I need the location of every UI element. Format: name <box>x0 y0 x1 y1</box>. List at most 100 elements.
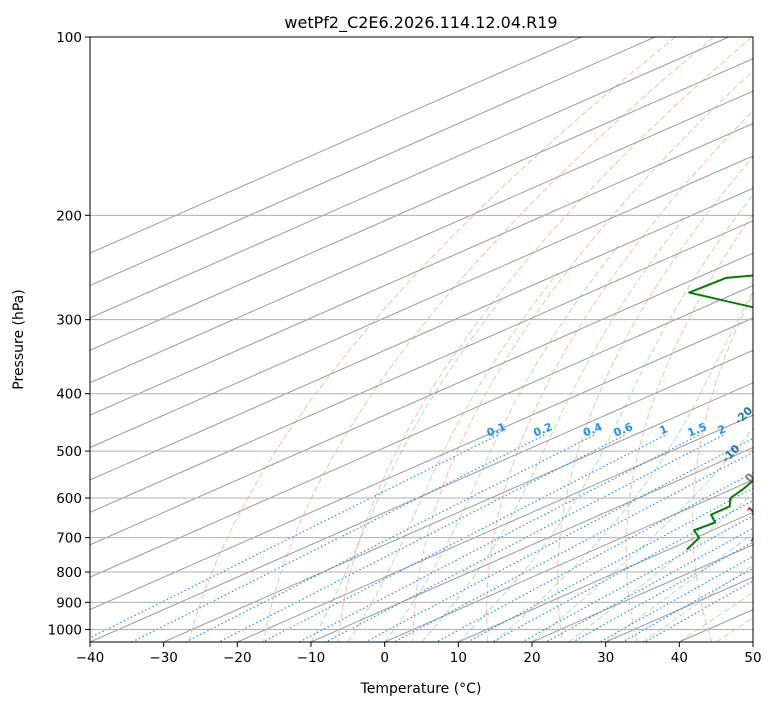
x-tick-label: −30 <box>149 650 178 666</box>
mixing-ratio-line <box>491 499 753 642</box>
x-tick-label: 0 <box>380 650 389 666</box>
moist-adiabat-line <box>715 617 753 642</box>
isotherm-label: -10 <box>719 442 742 465</box>
isotherm-line <box>310 447 753 642</box>
x-tick-label: −40 <box>76 650 105 666</box>
chart-title: wetPf2_C2E6.2026.114.12.04.R19 <box>284 13 557 33</box>
isotherm-line <box>90 37 582 254</box>
isotherm-line <box>90 317 753 611</box>
x-tick-label: −10 <box>297 650 326 666</box>
mixing-ratio-line <box>262 434 666 642</box>
skewed-isotherms <box>90 37 753 642</box>
isotherm-line <box>384 479 753 642</box>
mixing-ratio-label: 1 <box>658 422 670 437</box>
mixing-ratio-label: 0.2 <box>531 420 554 439</box>
mixing-ratio-line <box>393 451 753 642</box>
moist-adiabat-line <box>347 272 559 642</box>
mixing-ratio-line <box>325 434 724 642</box>
plot-area: -100-90-80-70-60-50-40-30-20-10010203040… <box>90 37 775 642</box>
isotherm-line <box>90 37 656 287</box>
y-tick-label: 300 <box>56 313 82 329</box>
profile-series <box>686 37 775 551</box>
mixing-ratio-line <box>521 515 753 642</box>
moist-adiabat-line <box>752 641 753 642</box>
x-tick-label: −20 <box>223 650 252 666</box>
isotherm-label: -20 <box>732 404 755 427</box>
isotherm-label: 0 <box>743 470 758 485</box>
isotherm-label: 10 <box>745 498 765 518</box>
x-tick-label: 30 <box>597 650 614 666</box>
moist-adiabat-line <box>679 591 753 642</box>
mixing-ratio-line <box>218 434 625 642</box>
dry-adiabat-line <box>263 37 715 642</box>
moist-adiabat-line <box>384 245 619 642</box>
isotherm-line <box>90 122 753 416</box>
moist-adiabat-line <box>457 193 753 642</box>
y-axis-label: Pressure (hPa) <box>11 289 27 389</box>
y-tick-label: 700 <box>56 531 82 547</box>
isotherm-line <box>531 544 753 642</box>
isotherm-line <box>90 252 753 546</box>
isotherm-line <box>237 414 753 642</box>
x-tick-label: 50 <box>744 650 761 666</box>
moist-adiabat-line <box>421 215 687 642</box>
isotherm-line <box>90 155 753 449</box>
isotherm-line <box>163 382 753 642</box>
mixing-ratio-label: 0.1 <box>485 420 508 439</box>
isotherm-label: -30 <box>757 361 775 384</box>
y-tick-label: 900 <box>56 595 82 611</box>
isotherm-line <box>90 349 753 642</box>
mixing-ratio-line <box>436 472 753 642</box>
moist-adiabats <box>310 193 753 642</box>
mixing-ratio-line <box>545 527 753 642</box>
moist-adiabat-line <box>568 492 753 642</box>
x-tick-label: 40 <box>671 650 688 666</box>
dry-adiabats <box>188 37 775 642</box>
x-axis-label: Temperature (°C) <box>360 681 482 697</box>
temperature-profile-line <box>758 37 775 550</box>
isotherm-label: 40 <box>757 590 775 610</box>
mixing-ratio-line <box>298 434 699 642</box>
isotherm-line <box>90 90 753 384</box>
y-tick-label: 200 <box>56 208 82 224</box>
y-tick-label: 1000 <box>48 622 82 638</box>
dry-adiabat-line <box>625 213 753 642</box>
isotherm-line <box>458 511 753 642</box>
mixing-ratio-line <box>90 434 498 639</box>
pressure-gridlines <box>90 37 753 630</box>
dry-adiabat-line <box>337 37 753 642</box>
isotherm-line <box>90 284 753 578</box>
x-tick-label: 20 <box>523 650 540 666</box>
plot-frame <box>89 36 754 643</box>
y-tick-label: 100 <box>56 30 82 46</box>
moist-adiabat-line <box>310 296 504 642</box>
x-axis-ticks: −40 −30 −20 −10 0 10 20 30 40 50 <box>76 642 762 666</box>
dry-adiabat-line <box>557 156 753 642</box>
isotherm-line <box>90 58 753 351</box>
dry-adiabat-line <box>188 37 676 642</box>
y-tick-label: 800 <box>56 565 82 581</box>
moist-adiabat-line <box>531 427 753 642</box>
isotherm-label: 30 <box>752 559 772 579</box>
isotherm-label: 20 <box>748 529 768 549</box>
mixing-ratio-line <box>467 487 753 642</box>
x-tick-label: 10 <box>450 650 467 666</box>
isotherm-line <box>752 641 753 642</box>
dry-adiabat-line <box>412 70 753 642</box>
dry-adiabat-line <box>757 37 775 642</box>
mixing-ratio-label: 2 <box>716 422 728 437</box>
mixing-ratio-line <box>644 580 753 642</box>
mixing-ratio-lines <box>90 434 753 642</box>
y-tick-label: 500 <box>56 444 82 460</box>
isotherm-line <box>90 187 753 481</box>
mixing-ratio-line <box>185 434 595 642</box>
isotherm-line <box>90 220 753 513</box>
mixing-ratio-line <box>131 434 545 642</box>
y-tick-label: 600 <box>56 491 82 507</box>
y-axis-ticks: 100 200 300 400 500 600 700 800 900 1000 <box>48 30 90 638</box>
moist-adiabat-line <box>642 564 753 642</box>
dry-adiabat-line <box>486 109 753 642</box>
mixing-ratio-label: 3 <box>752 422 764 437</box>
